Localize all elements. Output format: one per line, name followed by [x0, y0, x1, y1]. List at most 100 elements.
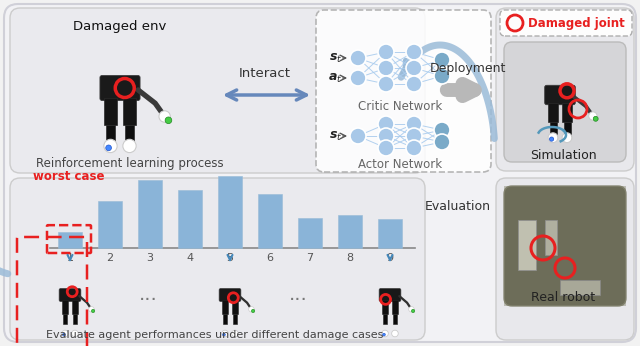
Text: $\boldsymbol{a}_t$: $\boldsymbol{a}_t$	[328, 72, 342, 84]
Circle shape	[589, 112, 597, 120]
Circle shape	[165, 117, 172, 124]
Circle shape	[89, 307, 94, 312]
Circle shape	[378, 116, 394, 132]
Bar	[560, 280, 600, 295]
Bar	[73, 314, 77, 324]
Bar	[338, 215, 362, 248]
Circle shape	[378, 128, 394, 144]
Text: $\boldsymbol{s}_t$: $\boldsymbol{s}_t$	[329, 52, 342, 65]
Text: Actor Network: Actor Network	[358, 158, 442, 171]
Text: 4: 4	[186, 253, 193, 263]
Bar	[258, 194, 282, 248]
Bar	[381, 300, 388, 314]
Circle shape	[378, 140, 394, 156]
Text: Simulation: Simulation	[530, 149, 596, 162]
FancyBboxPatch shape	[10, 178, 425, 340]
FancyBboxPatch shape	[496, 178, 634, 340]
Text: ...: ...	[289, 285, 307, 304]
Bar	[550, 122, 557, 138]
Circle shape	[378, 76, 394, 92]
Circle shape	[381, 330, 388, 337]
Circle shape	[232, 330, 238, 337]
Circle shape	[106, 145, 111, 151]
Circle shape	[550, 137, 554, 141]
FancyBboxPatch shape	[379, 289, 401, 301]
Bar	[378, 219, 403, 248]
Circle shape	[548, 133, 558, 143]
Bar	[221, 300, 228, 314]
Circle shape	[593, 116, 598, 121]
Circle shape	[249, 307, 254, 312]
Circle shape	[406, 116, 422, 132]
Bar	[562, 103, 572, 122]
FancyBboxPatch shape	[500, 10, 632, 36]
Text: Damaged env: Damaged env	[74, 20, 166, 33]
FancyBboxPatch shape	[316, 10, 491, 172]
FancyBboxPatch shape	[4, 4, 636, 342]
Circle shape	[123, 139, 136, 153]
Circle shape	[350, 50, 366, 66]
Bar	[123, 99, 136, 125]
Circle shape	[406, 44, 422, 60]
FancyBboxPatch shape	[504, 186, 626, 306]
FancyBboxPatch shape	[59, 289, 81, 301]
Circle shape	[252, 309, 255, 312]
FancyBboxPatch shape	[10, 8, 425, 173]
Text: 3: 3	[147, 253, 154, 263]
Circle shape	[434, 122, 450, 138]
Bar	[232, 300, 238, 314]
Text: 2: 2	[106, 253, 113, 263]
FancyBboxPatch shape	[545, 85, 575, 105]
Circle shape	[412, 309, 415, 312]
Bar	[392, 300, 398, 314]
Text: Evaluation: Evaluation	[425, 200, 491, 213]
Bar	[298, 218, 323, 248]
Text: 6: 6	[266, 253, 273, 263]
Circle shape	[406, 128, 422, 144]
Circle shape	[406, 60, 422, 76]
Bar	[233, 314, 237, 324]
Text: 9: 9	[387, 253, 394, 263]
Circle shape	[350, 128, 366, 144]
Circle shape	[406, 140, 422, 156]
Text: ...: ...	[139, 285, 157, 304]
Bar	[393, 314, 397, 324]
Text: Interact: Interact	[239, 67, 291, 80]
Text: Reinforcement learning process: Reinforcement learning process	[36, 157, 224, 170]
Bar	[72, 300, 78, 314]
Circle shape	[72, 330, 78, 337]
Text: $\boldsymbol{s}_t$: $\boldsymbol{s}_t$	[329, 129, 342, 143]
Text: 8: 8	[346, 253, 353, 263]
Circle shape	[378, 60, 394, 76]
Text: Critic Network: Critic Network	[358, 100, 442, 113]
Bar	[106, 125, 115, 146]
Text: Deployment: Deployment	[430, 62, 506, 75]
FancyBboxPatch shape	[219, 289, 241, 301]
Circle shape	[406, 76, 422, 92]
Circle shape	[350, 70, 366, 86]
Bar	[218, 176, 243, 248]
Circle shape	[63, 333, 65, 336]
Bar	[518, 220, 536, 270]
Circle shape	[223, 333, 225, 336]
Bar	[104, 99, 117, 125]
Circle shape	[409, 307, 414, 312]
Bar	[61, 300, 68, 314]
Circle shape	[562, 133, 572, 143]
Bar	[178, 190, 202, 248]
Circle shape	[392, 330, 398, 337]
Text: Evaluate agent performances under different damage cases: Evaluate agent performances under differ…	[46, 330, 384, 340]
Text: 7: 7	[307, 253, 314, 263]
Bar	[138, 180, 163, 248]
Bar	[504, 186, 626, 306]
Circle shape	[92, 309, 95, 312]
FancyBboxPatch shape	[504, 42, 626, 162]
Text: worst case: worst case	[33, 170, 105, 183]
FancyBboxPatch shape	[496, 8, 634, 171]
Bar	[58, 232, 83, 248]
Circle shape	[378, 44, 394, 60]
Bar	[125, 125, 134, 146]
Circle shape	[434, 68, 450, 84]
Circle shape	[159, 111, 170, 122]
Circle shape	[383, 333, 385, 336]
